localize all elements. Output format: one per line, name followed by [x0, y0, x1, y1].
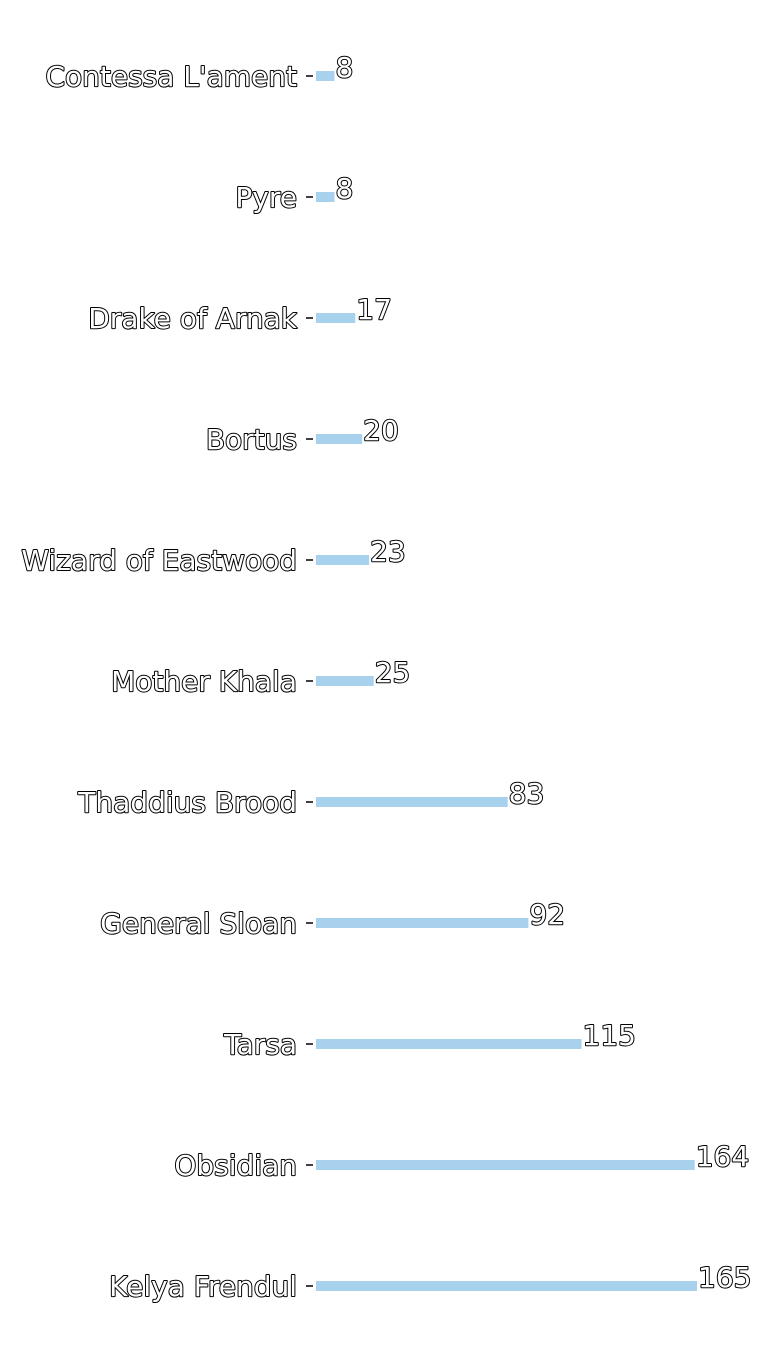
- bar-bortus: [316, 434, 363, 444]
- value-label-thaddius-brood: 83: [509, 777, 545, 810]
- category-label-general-sloan: General Sloan: [100, 907, 297, 940]
- value-label-tarsa: 115: [583, 1019, 636, 1052]
- category-label-thaddius-brood: Thaddius Brood: [77, 786, 297, 819]
- category-label-tarsa: Tarsa: [223, 1028, 297, 1061]
- value-label-bortus: 20: [363, 414, 399, 447]
- y-axis-ticks: [306, 75, 313, 1287]
- category-label-drake-of-arnak: Drake of Arnak: [88, 302, 298, 335]
- category-label-obsidian: Obsidian: [174, 1149, 297, 1182]
- value-label-mother-khala: 25: [375, 656, 411, 689]
- category-label-bortus: Bortus: [206, 423, 297, 456]
- bar-obsidian: [316, 1160, 695, 1170]
- value-label-obsidian: 164: [696, 1140, 749, 1173]
- bar-tarsa: [316, 1039, 582, 1049]
- value-labels: 8 8 17 20 23 25 83 92 115 164 165: [334, 50, 752, 1295]
- bar-mother-khala: [316, 676, 374, 686]
- bar-thaddius-brood: [316, 797, 508, 807]
- value-label-kelya-frendul: 165: [698, 1261, 751, 1294]
- value-label-drake-of-arnak: 17: [356, 293, 392, 326]
- category-label-pyre: Pyre: [235, 181, 297, 214]
- category-label-mother-khala: Mother Khala: [111, 665, 297, 698]
- bar-kelya-frendul: [316, 1281, 697, 1291]
- bar-wizard-of-eastwood: [316, 555, 370, 565]
- bar-contessa-l-ament: [316, 71, 335, 81]
- category-label-kelya-frendul: Kelya Frendul: [109, 1270, 297, 1303]
- category-label-wizard-of-eastwood: Wizard of Eastwood: [21, 544, 297, 577]
- bars: [316, 71, 697, 1291]
- value-label-contessa-l-ament: 8: [335, 51, 353, 84]
- category-label-contessa-l-ament: Contessa L'ament: [45, 60, 297, 93]
- bar-drake-of-arnak: [316, 313, 356, 323]
- bar-pyre: [316, 192, 335, 202]
- bar-general-sloan: [316, 918, 529, 928]
- value-label-general-sloan: 92: [529, 898, 565, 931]
- category-labels: Contessa L'ament Pyre Drake of Arnak Bortus…: [20, 59, 298, 1304]
- value-label-pyre: 8: [335, 172, 353, 205]
- value-label-wizard-of-eastwood: 23: [370, 535, 406, 568]
